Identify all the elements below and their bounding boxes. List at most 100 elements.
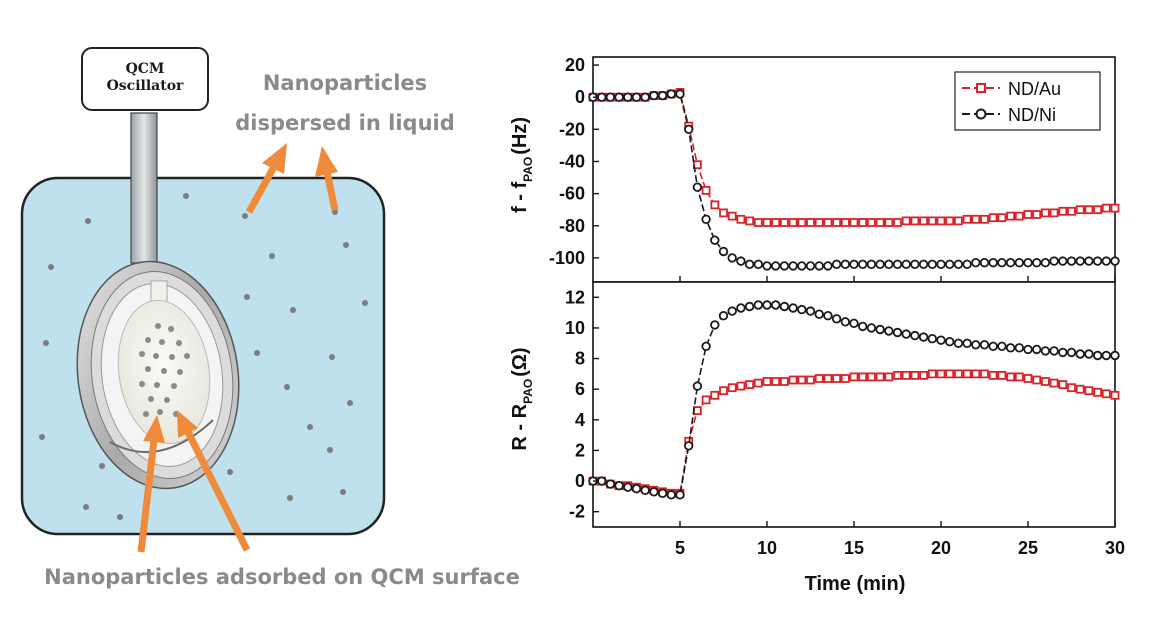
top-point-nd-au: [719, 208, 728, 218]
bottom-ylabel-main: R - R: [509, 403, 531, 450]
bottom-point-nd-ni: [657, 488, 668, 498]
top-point-nd-ni: [744, 259, 755, 269]
bottom-point-nd-au: [727, 383, 737, 393]
top-point-nd-au: [736, 214, 746, 224]
top-point-nd-au: [1084, 205, 1094, 215]
top-point-nd-au: [1075, 205, 1085, 215]
legend-marker-nd-au: [976, 83, 986, 93]
bottom-point-nd-au: [823, 374, 833, 383]
legend-label-nd-au: ND/Au: [1008, 79, 1061, 99]
bottom-point-nd-ni: [875, 324, 885, 335]
bottom-point-nd-au: [1032, 375, 1042, 385]
top-point-nd-au: [867, 218, 876, 227]
legend-marker-nd-ni: [975, 108, 987, 120]
top-point-nd-au: [840, 218, 850, 227]
bottom-point-nd-ni: [866, 323, 877, 333]
bottom-y-tick-label: 0: [575, 471, 585, 491]
top-point-nd-ni: [1110, 256, 1120, 266]
top-point-nd-ni: [866, 259, 877, 269]
top-point-nd-ni: [1058, 256, 1068, 266]
dispersed-label-line2: dispersed in liquid: [235, 111, 455, 135]
top-point-nd-au: [1067, 206, 1076, 216]
bottom-point-nd-ni: [1040, 346, 1051, 356]
top-point-nd-ni: [718, 246, 729, 257]
bottom-point-nd-ni: [1075, 349, 1085, 359]
bottom-point-nd-au: [1049, 378, 1059, 388]
bottom-point-nd-au: [988, 370, 998, 380]
bottom-point-nd-au: [1101, 389, 1111, 399]
bottom-point-nd-au: [954, 369, 963, 379]
bottom-point-nd-au: [788, 375, 798, 385]
x-tick-label: 10: [757, 538, 777, 558]
top-point-nd-au: [849, 218, 859, 227]
bottom-point-nd-ni: [971, 340, 981, 350]
top-point-nd-ni: [727, 253, 737, 263]
top-point-nd-au: [797, 218, 807, 227]
top-point-nd-ni: [858, 259, 868, 269]
bottom-point-nd-ni: [727, 306, 737, 316]
bottom-point-nd-ni: [1031, 344, 1042, 355]
bottom-point-nd-au: [936, 369, 946, 379]
top-plot-area: [588, 88, 1120, 271]
top-point-nd-ni: [701, 214, 711, 224]
top-point-nd-au: [1014, 211, 1024, 221]
top-point-nd-ni: [988, 258, 998, 268]
top-point-nd-au: [1093, 205, 1102, 215]
top-point-nd-au: [771, 218, 781, 227]
qcm-oscillator-box: QCM Oscillator: [81, 47, 209, 111]
top-point-nd-au: [814, 218, 824, 227]
top-y-tick-label: -80: [559, 216, 585, 236]
bottom-point-nd-au: [745, 380, 754, 390]
top-point-nd-au: [701, 185, 711, 195]
bottom-point-nd-au: [1093, 387, 1102, 397]
bottom-y-tick-label: 6: [575, 379, 585, 399]
bottom-point-nd-au: [910, 370, 920, 380]
top-point-nd-au: [1006, 211, 1015, 221]
bottom-y-tick-label: 2: [575, 440, 585, 460]
bottom-point-nd-ni: [797, 304, 807, 315]
bottom-point-nd-ni: [1101, 350, 1111, 361]
top-ylabel-unit: (Hz): [509, 117, 531, 155]
top-point-nd-ni: [779, 261, 790, 271]
bottom-point-nd-au: [753, 378, 763, 388]
bottom-point-nd-au: [780, 377, 789, 386]
bottom-point-nd-au: [919, 370, 928, 380]
top-point-nd-ni: [849, 259, 859, 269]
top-point-nd-ni: [623, 92, 633, 102]
bottom-point-nd-au: [1084, 386, 1094, 396]
bottom-point-nd-ni: [684, 441, 694, 451]
top-point-nd-au: [710, 200, 720, 210]
bottom-point-nd-ni: [649, 487, 659, 497]
bottom-point-nd-ni: [840, 317, 850, 327]
top-point-nd-au: [858, 218, 868, 227]
top-point-nd-ni: [614, 92, 624, 102]
top-point-nd-au: [1110, 203, 1120, 213]
bottom-point-nd-au: [1014, 372, 1024, 382]
bottom-point-nd-ni: [605, 479, 616, 489]
bottom-point-nd-au: [927, 369, 937, 379]
top-ylabel-sub: PAO: [521, 157, 535, 182]
bottom-point-nd-au: [701, 395, 711, 405]
bottom-point-nd-ni: [988, 341, 998, 351]
top-point-nd-ni: [936, 259, 946, 269]
top-ylabel-main: f - f: [509, 182, 531, 213]
qcm-schematic: QCM Oscillator: [20, 47, 520, 589]
oscillator-label-line1: QCM: [126, 61, 165, 77]
bottom-point-nd-ni: [779, 301, 790, 312]
bottom-point-nd-au: [867, 372, 876, 382]
bottom-point-nd-ni: [910, 330, 920, 341]
top-point-nd-ni: [605, 92, 616, 102]
top-point-nd-ni: [710, 235, 720, 245]
top-point-nd-ni: [979, 258, 990, 268]
top-point-nd-au: [901, 216, 911, 226]
top-point-nd-au: [1023, 210, 1033, 219]
bottom-point-nd-ni: [979, 340, 990, 350]
top-point-nd-au: [945, 216, 955, 226]
top-point-nd-au: [762, 218, 772, 227]
top-point-nd-au: [1058, 206, 1068, 216]
top-point-nd-ni: [640, 92, 650, 102]
x-axis: 5 10 15 20 25 30: [675, 276, 1125, 558]
bottom-point-nd-ni: [858, 321, 868, 332]
bottom-point-nd-ni: [936, 335, 946, 345]
